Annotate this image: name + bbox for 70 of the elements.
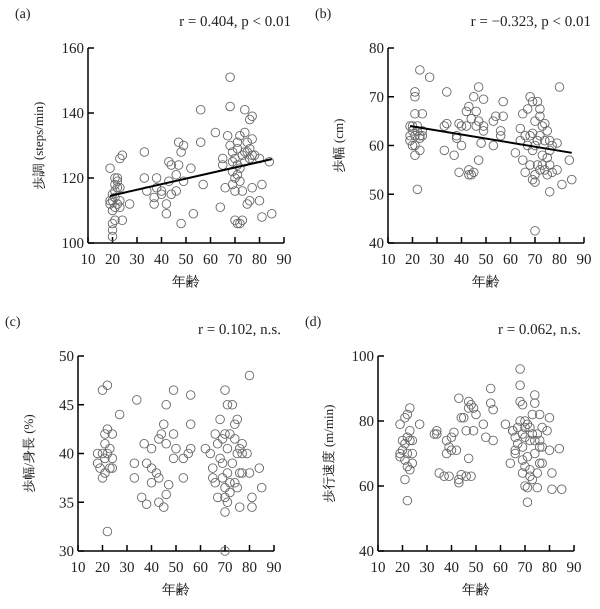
chart-title: (d) [305, 315, 322, 330]
x-tick-label: 10 [370, 560, 386, 576]
x-tick-label: 50 [168, 560, 184, 576]
x-tick-label: 40 [454, 252, 469, 268]
y-tick-label: 30 [59, 544, 74, 560]
x-tick-label: 90 [266, 560, 282, 576]
x-tick-label: 90 [276, 252, 292, 268]
y-tick-label: 70 [369, 90, 384, 106]
x-axis-title: 年齢 [472, 274, 500, 290]
y-tick-label: 120 [62, 171, 84, 187]
x-tick-label: 50 [478, 252, 494, 268]
x-tick-label: 30 [120, 560, 134, 576]
text: r = −0.323, p < 0.01 [470, 14, 591, 30]
y-axis-title: 歩幅/身長 (%) [21, 414, 36, 493]
y-tick-label: 40 [59, 446, 74, 462]
y-axis-title: 歩幅 (cm) [331, 118, 346, 172]
x-axis-title: 年齢 [462, 582, 490, 598]
y-tick-label: 140 [62, 106, 84, 122]
x-tick-label: 80 [252, 252, 267, 268]
x-tick-label: 70 [228, 252, 242, 268]
x-tick-label: 10 [80, 252, 96, 268]
x-tick-label: 50 [468, 560, 484, 576]
y-tick-label: 50 [369, 187, 384, 204]
x-tick-label: 90 [566, 560, 582, 576]
y-axis-title: 歩行速度 (m/min) [321, 404, 336, 502]
chart-title: (b) [315, 7, 332, 22]
x-tick-label: 40 [144, 560, 159, 576]
y-tick-label: 160 [62, 41, 84, 57]
y-tick-label: 40 [359, 544, 374, 560]
x-tick-label: 70 [218, 560, 232, 576]
x-tick-label: 60 [193, 560, 208, 576]
y-axis-title: 歩調 (steps/min) [31, 102, 46, 190]
text: r = 0.404, p < 0.01 [179, 14, 291, 30]
x-tick-label: 10 [70, 560, 86, 576]
x-tick-label: 20 [395, 560, 410, 576]
x-tick-label: 50 [178, 252, 194, 268]
x-tick-label: 20 [405, 252, 420, 268]
x-axis-title: 年齢 [162, 582, 190, 598]
text: r = 0.102, n.s. [198, 322, 281, 338]
x-axis-title: 年齢 [172, 274, 200, 290]
y-tick-label: 45 [59, 398, 74, 414]
x-tick-label: 80 [242, 560, 257, 576]
x-tick-label: 30 [420, 560, 434, 576]
x-tick-label: 90 [576, 252, 592, 268]
x-tick-label: 40 [444, 560, 459, 576]
y-tick-label: 40 [369, 236, 384, 252]
text: r = 0.062, n.s. [498, 322, 581, 338]
x-tick-label: 60 [503, 252, 518, 268]
x-tick-label: 60 [493, 560, 508, 576]
y-tick-label: 60 [369, 138, 384, 154]
x-tick-label: 40 [154, 252, 169, 268]
y-tick-label: 100 [62, 236, 84, 252]
x-tick-label: 20 [105, 252, 120, 268]
x-tick-label: 10 [380, 252, 396, 268]
y-tick-label: 80 [369, 41, 384, 57]
x-tick-label: 80 [552, 252, 567, 268]
x-tick-label: 20 [95, 560, 110, 576]
y-tick-label: 35 [59, 495, 74, 512]
y-tick-label: 50 [59, 349, 74, 365]
x-tick-label: 70 [518, 560, 532, 576]
chart-title: (a) [15, 7, 31, 22]
x-tick-label: 70 [528, 252, 542, 268]
y-tick-label: 60 [359, 479, 374, 495]
x-tick-label: 30 [430, 252, 444, 268]
y-tick-label: 80 [359, 414, 374, 430]
x-tick-label: 80 [542, 560, 557, 576]
x-tick-label: 30 [130, 252, 144, 268]
y-tick-label: 100 [352, 349, 374, 365]
chart-title: (c) [5, 315, 21, 330]
x-tick-label: 60 [203, 252, 218, 268]
